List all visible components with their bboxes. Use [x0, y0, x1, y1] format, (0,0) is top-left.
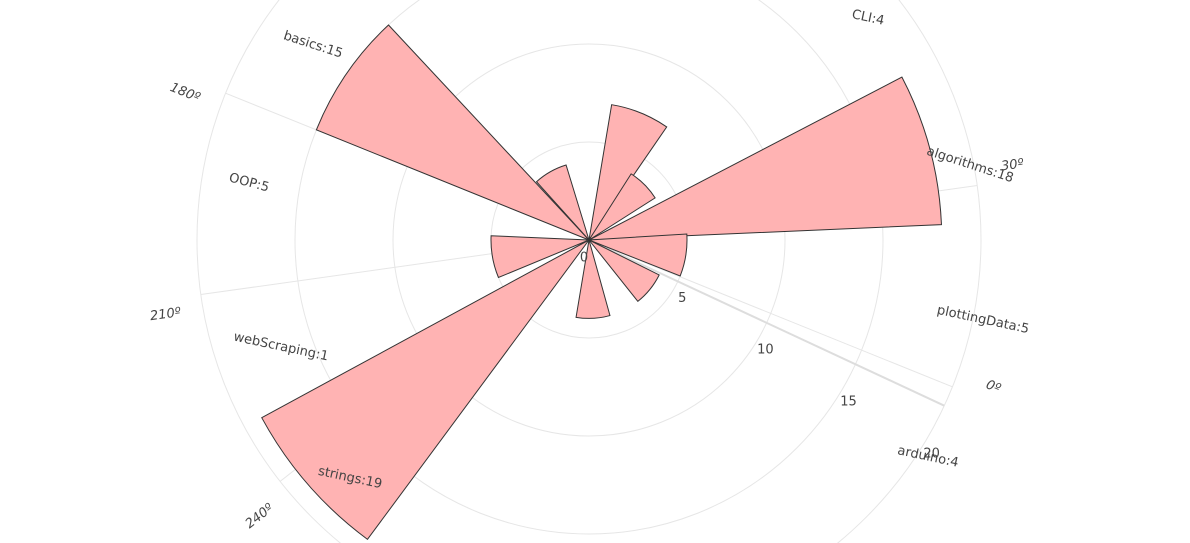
grid-circle: [392, 43, 786, 437]
wedge: [588, 239, 660, 303]
radial-tick-label: 0: [580, 251, 588, 266]
radial-axis: [588, 239, 945, 407]
wedge: [490, 235, 590, 279]
grid-circle: [196, 0, 982, 543]
grid-circle: [294, 0, 884, 535]
angle-tick-label: 210º: [149, 305, 182, 324]
radial-tick-label: 15: [840, 395, 857, 410]
radial-tick-label: 10: [757, 343, 774, 358]
wedge: [535, 164, 590, 241]
wedge: [588, 173, 656, 241]
wedge: [315, 24, 590, 241]
category-label: basics:15: [281, 28, 344, 61]
wedge: [261, 239, 590, 541]
wedge: [588, 104, 668, 241]
angle-tick-label: 30º: [1000, 156, 1025, 174]
category-label: webScraping:1: [232, 330, 330, 365]
angle-tick-label: 240º: [243, 501, 277, 532]
wedge: [575, 239, 611, 319]
wedge: [588, 233, 688, 277]
category-label: plottingData:5: [936, 303, 1031, 337]
grid-spoke: [588, 239, 953, 388]
radial-tick-label: 20: [923, 447, 940, 462]
category-label: CLI:4: [850, 7, 885, 28]
angle-tick-label: 180º: [168, 80, 202, 106]
angle-tick-label: 0º: [984, 377, 1003, 396]
radial-tick-label: 5: [678, 291, 686, 306]
wedge: [588, 76, 942, 241]
category-label: OOP:5: [227, 170, 270, 195]
